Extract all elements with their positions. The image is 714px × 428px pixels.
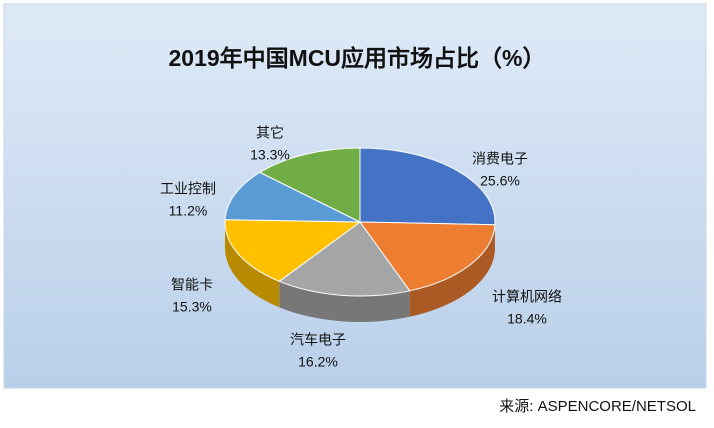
slice-value-label: 11.2% [169,203,208,219]
slice [224,171,361,223]
slice-label: 汽车电子 [290,332,346,348]
slice [224,219,362,282]
slice-side [409,224,495,317]
slice-value-label: 18.4% [507,311,547,327]
slice [258,147,361,223]
slice-value-label: 15.3% [172,299,212,315]
slice-label: 计算机网络 [492,289,562,305]
source-note: 来源: ASPENCORE/NETSOL [499,398,696,415]
slice-side [225,222,280,308]
slice-label: 工业控制 [160,181,216,197]
slice [359,221,496,292]
pie [224,147,496,322]
slice-value-label: 25.6% [480,173,520,189]
slice-value-label: 16.2% [298,354,338,370]
slice [278,221,411,297]
chart-title: 2019年中国MCU应用市场占比（%） [169,45,546,71]
slice-value-label: 13.3% [250,147,290,163]
slice [359,147,496,226]
slice-label: 智能卡 [171,277,213,293]
slice-label: 其它 [256,125,284,141]
slice-label: 消费电子 [472,151,528,167]
